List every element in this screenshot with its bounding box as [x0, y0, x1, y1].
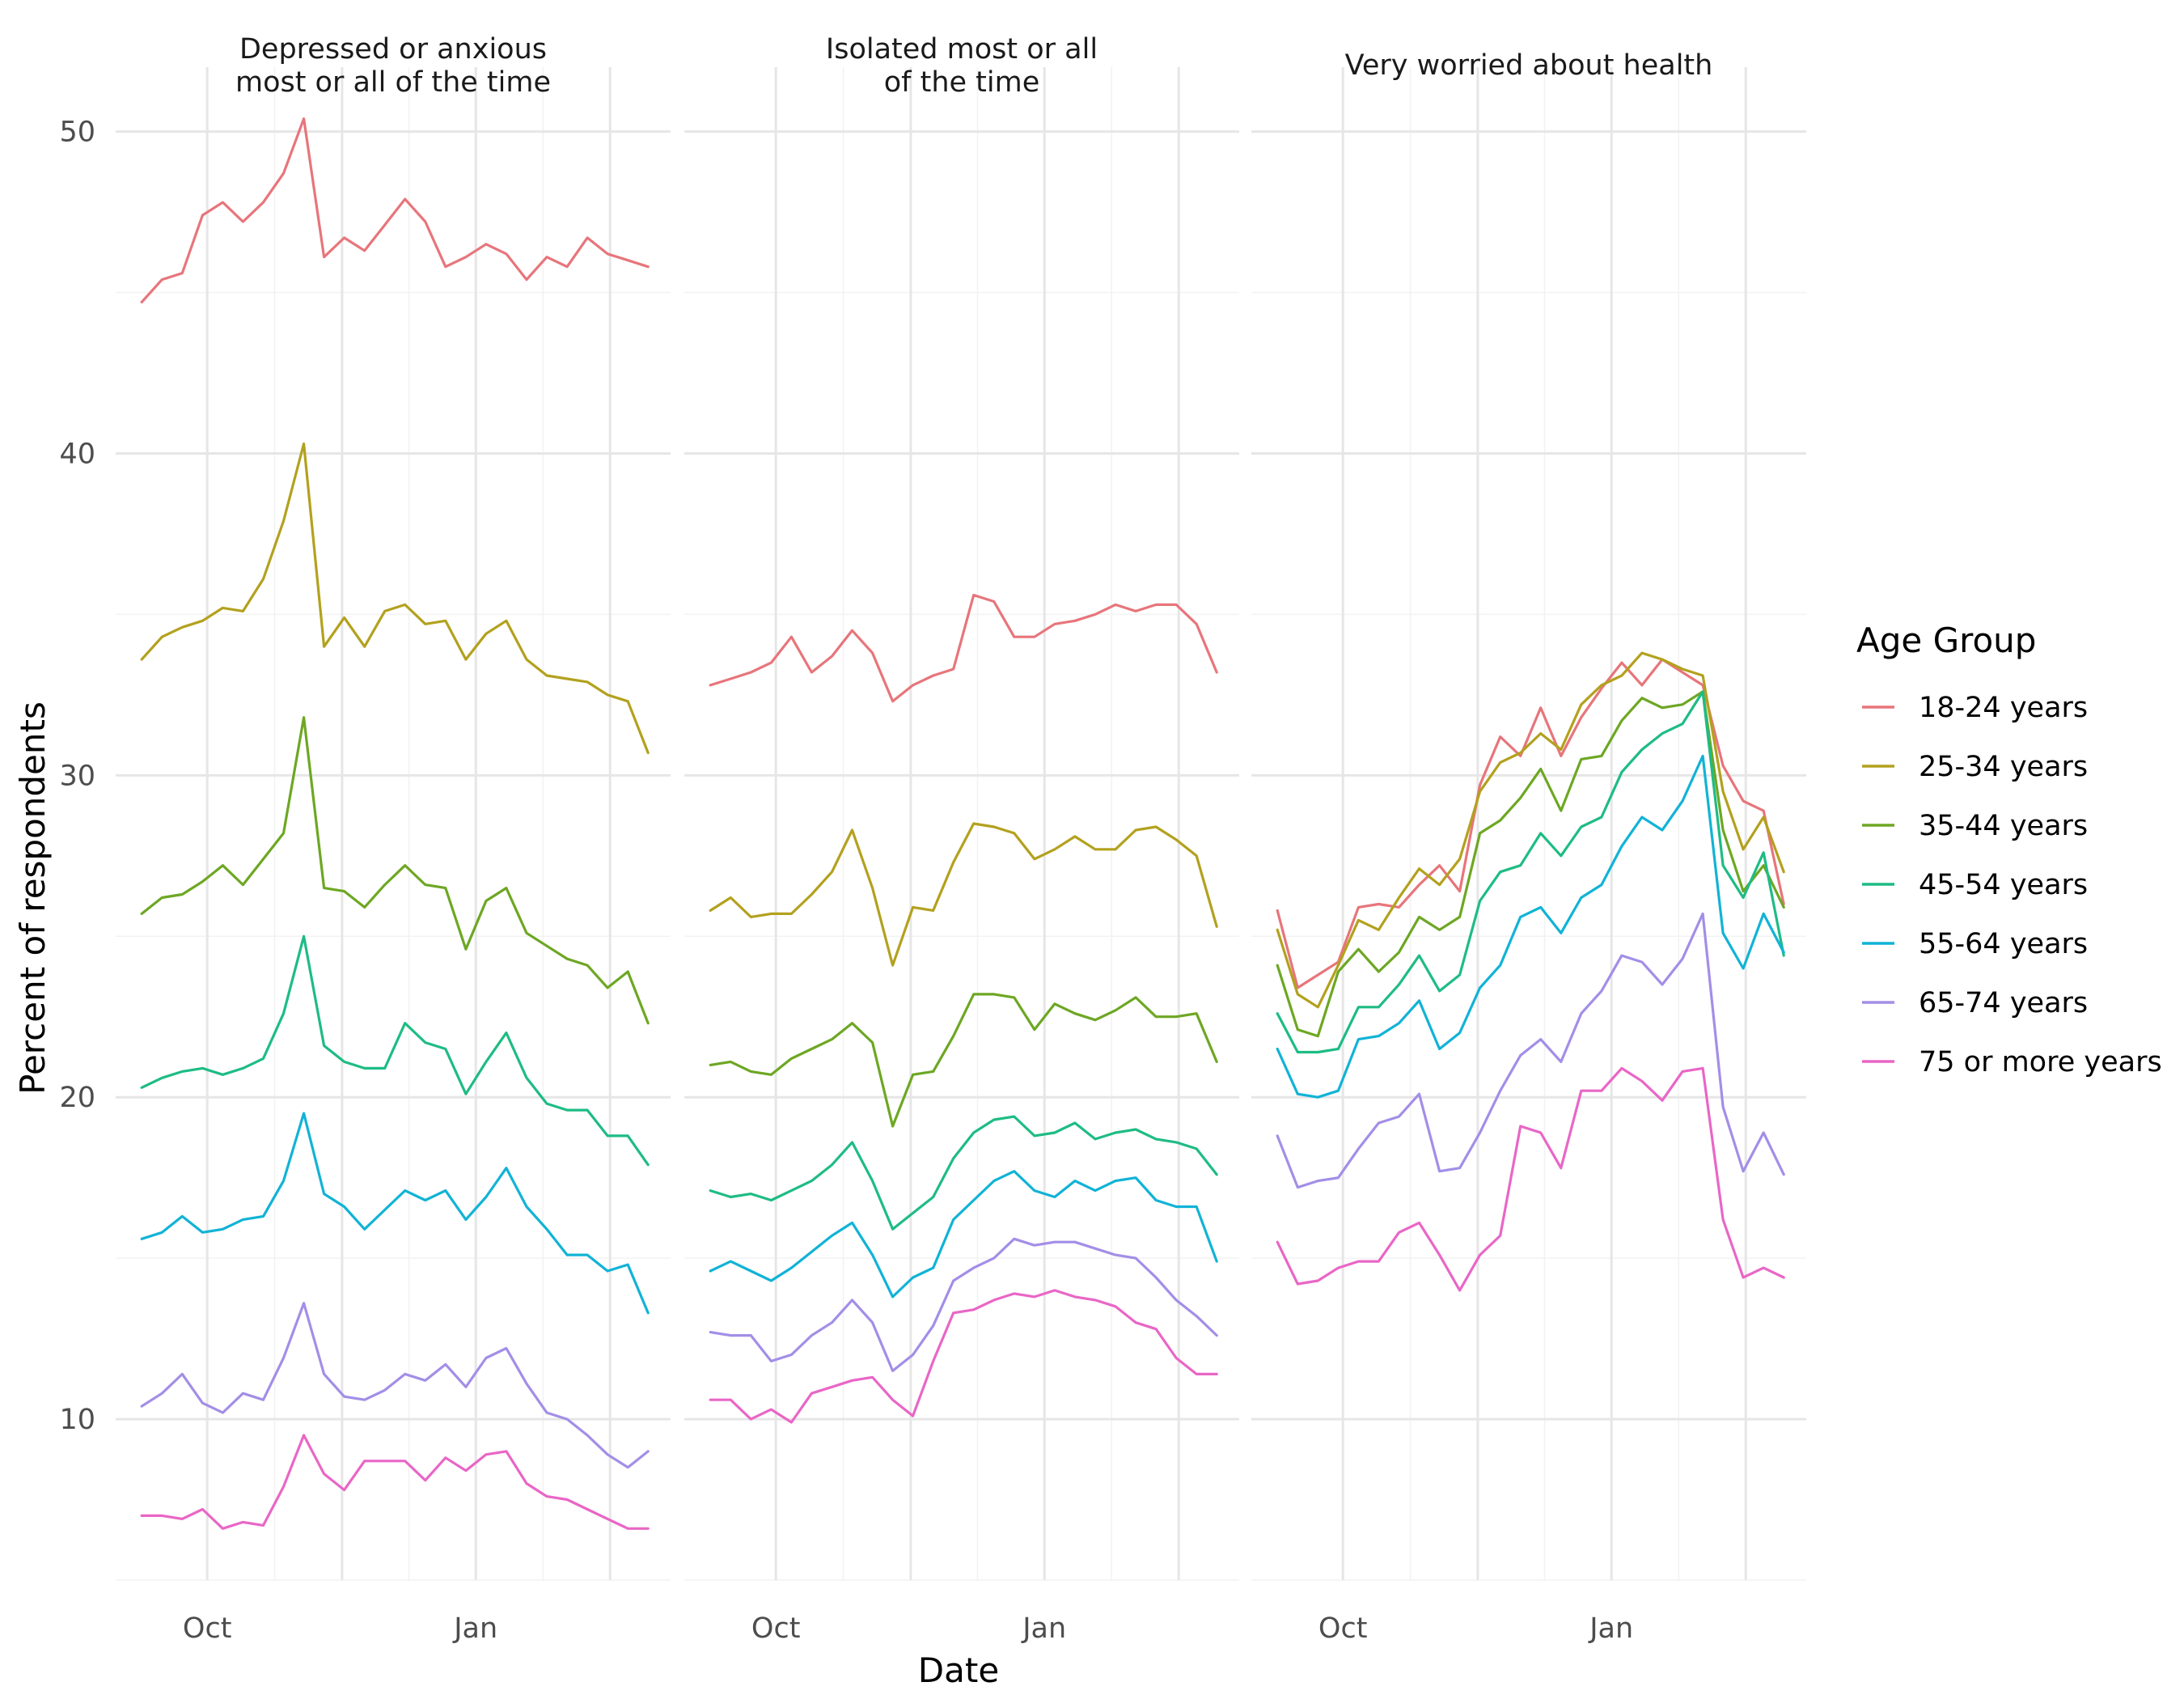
y-axis-title: Percent of respondents — [13, 701, 53, 1095]
legend-label: 35-44 years — [1919, 810, 2088, 842]
legend-label: 65-74 years — [1919, 987, 2088, 1019]
series-line-18-24-years — [140, 117, 650, 303]
series-line-45-54-years — [709, 1115, 1218, 1231]
y-axis: 10 20 30 40 50 — [59, 117, 95, 1436]
series-line-25-34-years — [1276, 651, 1785, 1009]
panel-2: Isolated most or all of the time Oct Jan — [684, 33, 1239, 1645]
legend-label: 18-24 years — [1919, 692, 2088, 724]
series-line-65-74-years — [140, 1302, 650, 1469]
panel-title: Isolated most or all of the time — [826, 33, 1098, 99]
y-tick-label: 50 — [59, 117, 95, 149]
series-line-45-54-years — [140, 934, 650, 1167]
series-line-18-24-years — [1276, 658, 1785, 989]
legend-entry: 45-54 years — [1862, 869, 2088, 901]
series-line-75-or-more-years — [1276, 1066, 1785, 1292]
x-tick-label: Oct — [751, 1612, 801, 1645]
series-line-35-44-years — [140, 716, 650, 1025]
legend-entry: 35-44 years — [1862, 810, 2088, 842]
y-tick-label: 20 — [59, 1082, 95, 1114]
x-tick-label: Jan — [452, 1612, 497, 1645]
panel-3: Very worried about health Oct Jan — [1251, 49, 1806, 1645]
y-tick-label: 10 — [59, 1404, 95, 1436]
legend-entry: 65-74 years — [1862, 987, 2088, 1019]
series-line-35-44-years — [1276, 690, 1785, 1038]
legend-entry: 25-34 years — [1862, 751, 2088, 783]
panel-title: Very worried about health — [1345, 49, 1713, 82]
series-line-25-34-years — [140, 442, 650, 755]
series-line-55-64-years — [709, 1170, 1218, 1299]
series-line-18-24-years — [709, 593, 1218, 703]
panel-title: Depressed or anxious most or all of the t… — [235, 33, 551, 99]
legend-label: 55-64 years — [1919, 928, 2088, 960]
series-line-65-74-years — [1276, 912, 1785, 1189]
series-line-55-64-years — [140, 1112, 650, 1315]
legend-label: 25-34 years — [1919, 751, 2088, 783]
legend: Age Group 18-24 years 25-34 years 35-44 ye… — [1856, 621, 2162, 1078]
panel-1: Depressed or anxious most or all of the t… — [116, 33, 671, 1645]
x-tick-label: Oct — [1318, 1612, 1368, 1645]
legend-label: 45-54 years — [1919, 869, 2088, 901]
y-tick-label: 40 — [59, 438, 95, 470]
x-tick-label: Oct — [183, 1612, 232, 1645]
series-line-25-34-years — [709, 822, 1218, 967]
x-tick-label: Jan — [1588, 1612, 1633, 1645]
x-tick-label: Jan — [1021, 1612, 1066, 1645]
series-line-75-or-more-years — [140, 1434, 650, 1530]
legend-title: Age Group — [1856, 621, 2036, 660]
legend-label: 75 or more years — [1919, 1046, 2162, 1078]
legend-entry: 55-64 years — [1862, 928, 2088, 960]
y-tick-label: 30 — [59, 760, 95, 792]
series-line-55-64-years — [1276, 754, 1785, 1099]
series-line-65-74-years — [709, 1237, 1218, 1373]
series-line-35-44-years — [709, 993, 1218, 1128]
legend-entry: 75 or more years — [1862, 1046, 2162, 1078]
x-axis-title: Date — [918, 1650, 999, 1690]
series-line-45-54-years — [1276, 690, 1785, 1054]
legend-entry: 18-24 years — [1862, 692, 2088, 724]
series-line-75-or-more-years — [709, 1289, 1218, 1424]
panels: Depressed or anxious most or all of the t… — [116, 33, 1806, 1645]
